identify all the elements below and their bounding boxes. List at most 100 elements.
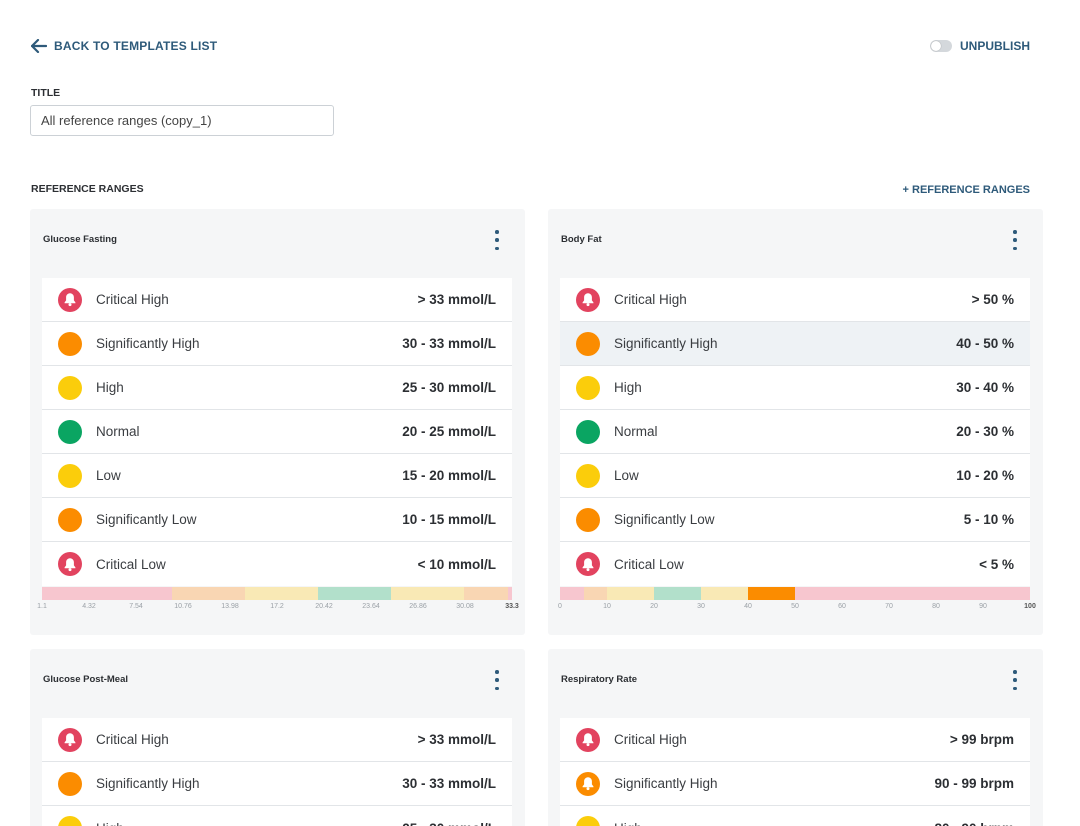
scale-tick-label: 80 bbox=[932, 603, 940, 610]
card-menu-icon[interactable] bbox=[1011, 230, 1019, 250]
range-row[interactable]: High80 - 90 brpm bbox=[560, 806, 1030, 826]
scale-segment bbox=[560, 587, 584, 600]
range-scale-ticks: 1.1 4.32 7.54 10.76 13.98 17.2 20.42 23.64 26.86… bbox=[37, 603, 519, 613]
range-value: < 5 % bbox=[979, 556, 1014, 572]
range-row[interactable]: Critical High > 50 % bbox=[560, 278, 1030, 322]
add-reference-range-button[interactable]: + REFERENCE RANGES bbox=[902, 184, 1030, 196]
range-value: 25 - 30 mmol/L bbox=[402, 821, 496, 826]
range-label: Critical High bbox=[96, 292, 169, 307]
range-value: 30 - 40 % bbox=[956, 380, 1014, 395]
range-row[interactable]: Low 10 - 20 % bbox=[560, 454, 1030, 498]
scale-tick-label: 60 bbox=[838, 603, 846, 610]
card-menu-icon[interactable] bbox=[1011, 670, 1019, 690]
scale-segment bbox=[583, 587, 607, 600]
status-dot-icon bbox=[576, 463, 600, 488]
scale-segment bbox=[42, 587, 172, 600]
range-value: 10 - 20 % bbox=[956, 468, 1014, 483]
scale-tick-label: 0 bbox=[558, 603, 562, 610]
status-dot-icon bbox=[576, 816, 600, 826]
range-value: 30 - 33 mmol/L bbox=[402, 776, 496, 791]
range-value: 15 - 20 mmol/L bbox=[402, 468, 496, 483]
range-row[interactable]: Normal 20 - 30 % bbox=[560, 410, 1030, 454]
range-value: > 33 mmol/L bbox=[417, 732, 496, 747]
range-value: > 50 % bbox=[971, 292, 1014, 307]
range-rows: Critical High > 33 mmol/L Significantly Hi… bbox=[42, 278, 512, 586]
range-row[interactable]: Critical Low < 10 mmol/L bbox=[42, 542, 512, 586]
reference-ranges-heading: REFERENCE RANGES bbox=[31, 183, 144, 195]
range-row[interactable]: Significantly Low 5 - 10 % bbox=[560, 498, 1030, 542]
range-row[interactable]: Low 15 - 20 mmol/L bbox=[42, 454, 512, 498]
range-value: 40 - 50 % bbox=[956, 336, 1014, 351]
scale-tick-label: 26.86 bbox=[409, 603, 427, 610]
range-label: High bbox=[96, 380, 124, 395]
range-scale-ticks: 0 10 20 30 40 50 60 70 80 90 100 bbox=[558, 603, 1036, 613]
range-label: Significantly Low bbox=[614, 512, 715, 527]
status-dot-icon bbox=[58, 375, 82, 400]
range-label: High bbox=[614, 821, 934, 826]
scale-tick-label: 4.32 bbox=[82, 603, 96, 610]
scale-tick-label: 33.3 bbox=[505, 603, 519, 610]
range-rows: Critical High > 33 mmol/L Significantly Hi… bbox=[42, 718, 512, 826]
scale-tick-label: 20.42 bbox=[315, 603, 333, 610]
status-dot-icon bbox=[576, 375, 600, 400]
range-value: > 33 mmol/L bbox=[417, 292, 496, 307]
range-row[interactable]: Normal 20 - 25 mmol/L bbox=[42, 410, 512, 454]
status-dot-icon bbox=[58, 463, 82, 488]
scale-tick-label: 40 bbox=[744, 603, 752, 610]
status-dot-icon bbox=[576, 331, 600, 356]
range-label: Critical High bbox=[614, 292, 687, 307]
scale-tick-label: 30 bbox=[697, 603, 705, 610]
scale-segment bbox=[748, 587, 795, 600]
scale-segment bbox=[317, 587, 391, 600]
scale-tick-label: 70 bbox=[885, 603, 893, 610]
scale-tick-label: 30.08 bbox=[456, 603, 474, 610]
range-scale-bar bbox=[42, 587, 512, 600]
status-dot-icon bbox=[58, 771, 82, 796]
card-title: Glucose Post-Meal bbox=[43, 674, 128, 685]
status-dot-icon bbox=[576, 507, 600, 532]
range-card-glucose-post-meal: Glucose Post-Meal Critical High > 33 mmol… bbox=[30, 649, 525, 826]
range-row[interactable]: Significantly High 30 - 33 mmol/L bbox=[42, 762, 512, 806]
range-label: Critical High bbox=[614, 732, 687, 747]
card-menu-icon[interactable] bbox=[493, 670, 501, 690]
bell-icon bbox=[58, 727, 82, 752]
range-row[interactable]: Critical High > 99 brpm bbox=[560, 718, 1030, 762]
back-to-templates-link[interactable]: BACK TO TEMPLATES LIST bbox=[31, 39, 217, 53]
scale-tick-label: 1.1 bbox=[37, 603, 47, 610]
toggle-switch[interactable] bbox=[929, 40, 952, 52]
scale-segment bbox=[701, 587, 748, 600]
range-label: Normal bbox=[614, 424, 658, 439]
range-row[interactable]: Significantly High 30 - 33 mmol/L bbox=[42, 322, 512, 366]
range-row[interactable]: Critical Low < 5 % bbox=[560, 542, 1030, 586]
range-value: 20 - 25 mmol/L bbox=[402, 424, 496, 439]
range-value: 5 - 10 % bbox=[963, 512, 1014, 527]
range-row[interactable]: Significantly High 40 - 50 % bbox=[560, 322, 1030, 366]
scale-tick-label: 50 bbox=[791, 603, 799, 610]
scale-tick-label: 10 bbox=[603, 603, 611, 610]
title-input[interactable] bbox=[30, 105, 334, 136]
range-value: 20 - 30 % bbox=[956, 424, 1014, 439]
range-rows: Critical High > 50 % Significantly High 40 … bbox=[560, 278, 1030, 586]
range-card-respiratory-rate: Respiratory Rate Critical High > 99 brpm S… bbox=[548, 649, 1043, 826]
range-label: Low bbox=[614, 468, 639, 483]
unpublish-toggle[interactable]: UNPUBLISH bbox=[929, 39, 1030, 53]
range-label: Significantly High bbox=[96, 776, 200, 791]
range-row[interactable]: High 30 - 40 % bbox=[560, 366, 1030, 410]
range-row[interactable]: Significantly Low 10 - 15 mmol/L bbox=[42, 498, 512, 542]
scale-tick-label: 7.54 bbox=[129, 603, 143, 610]
range-label: Critical High bbox=[96, 732, 169, 747]
range-value: > 99 brpm bbox=[949, 732, 1014, 747]
range-row[interactable]: Critical High > 33 mmol/L bbox=[42, 278, 512, 322]
range-label: High bbox=[614, 380, 642, 395]
range-row[interactable]: Critical High > 33 mmol/L bbox=[42, 718, 512, 762]
scale-tick-label: 23.64 bbox=[362, 603, 380, 610]
range-value: 30 - 33 mmol/L bbox=[402, 336, 496, 351]
card-menu-icon[interactable] bbox=[493, 230, 501, 250]
scale-segment bbox=[607, 587, 654, 600]
range-row[interactable]: Significantly High 90 - 99 brpm bbox=[560, 762, 1030, 806]
status-dot-icon bbox=[58, 816, 82, 826]
bell-icon bbox=[58, 552, 82, 576]
status-dot-icon bbox=[58, 507, 82, 532]
